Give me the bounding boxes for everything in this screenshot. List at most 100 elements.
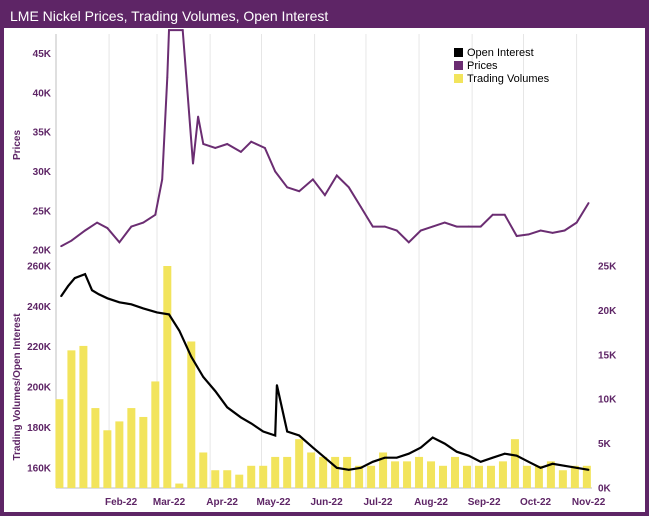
volume-bar bbox=[343, 456, 352, 488]
price-tick-label: 25K bbox=[33, 206, 52, 217]
open-interest-point bbox=[84, 273, 87, 275]
volume-bar bbox=[211, 470, 220, 488]
price-point bbox=[202, 143, 205, 145]
volume-bar bbox=[151, 381, 160, 488]
open-interest-point bbox=[455, 450, 458, 453]
price-point bbox=[181, 29, 184, 31]
price-point bbox=[551, 231, 554, 234]
open-interest-point bbox=[240, 416, 242, 419]
open-interest-tick-label: 180K bbox=[27, 423, 52, 434]
open-interest-point bbox=[214, 390, 217, 393]
open-interest-point bbox=[276, 384, 278, 386]
open-interest-point bbox=[226, 406, 229, 409]
volume-bar bbox=[175, 483, 184, 488]
price-point bbox=[70, 239, 73, 242]
open-interest-point bbox=[395, 456, 398, 459]
open-interest-point bbox=[67, 285, 69, 288]
volume-bar bbox=[427, 461, 436, 488]
price-point bbox=[407, 241, 410, 244]
price-point bbox=[142, 221, 145, 224]
price-tick-label: 20K bbox=[33, 246, 52, 257]
open-interest-point bbox=[142, 307, 145, 310]
price-point bbox=[250, 140, 253, 143]
volume-bar bbox=[570, 465, 579, 488]
price-point bbox=[479, 225, 482, 228]
price-point bbox=[264, 147, 266, 149]
price-point bbox=[298, 190, 301, 193]
open-interest-point bbox=[274, 434, 277, 437]
volume-bar bbox=[355, 465, 364, 488]
open-interest-point bbox=[419, 446, 422, 449]
open-interest-point bbox=[130, 303, 133, 306]
volume-bar bbox=[403, 461, 412, 488]
open-interest-point bbox=[551, 462, 554, 465]
volume-bar bbox=[307, 452, 316, 488]
open-interest-point bbox=[168, 313, 170, 316]
volume-bar bbox=[79, 345, 88, 488]
open-interest-point bbox=[371, 460, 374, 463]
x-tick-label: Oct-22 bbox=[520, 497, 552, 508]
open-interest-point bbox=[383, 456, 386, 459]
price-point bbox=[161, 178, 164, 181]
volume-bar bbox=[534, 465, 543, 488]
price-point bbox=[214, 147, 217, 149]
volume-bar bbox=[439, 465, 448, 488]
price-point bbox=[539, 229, 542, 232]
price-point bbox=[335, 174, 338, 177]
open-interest-point bbox=[323, 456, 326, 459]
price-tick-label: 35K bbox=[33, 128, 52, 139]
x-tick-label: Sep-22 bbox=[468, 497, 501, 508]
price-point bbox=[286, 186, 289, 189]
volume-bar bbox=[331, 456, 340, 488]
open-interest-tick-label: 220K bbox=[27, 342, 52, 353]
open-interest-series-points bbox=[60, 273, 590, 471]
volume-axis-title: Trading Volumes/Open Interest bbox=[12, 313, 23, 461]
volume-bar bbox=[510, 439, 519, 488]
volume-bar bbox=[55, 399, 64, 488]
open-interest-point bbox=[539, 466, 542, 469]
price-point bbox=[347, 186, 350, 189]
volume-bar bbox=[67, 350, 76, 488]
volume-bar bbox=[115, 421, 124, 488]
open-interest-point bbox=[91, 289, 93, 292]
open-interest-point bbox=[479, 460, 482, 463]
open-interest-series-line bbox=[60, 272, 589, 471]
volume-bar bbox=[546, 461, 555, 488]
volume-bar bbox=[295, 439, 304, 488]
price-point bbox=[323, 194, 326, 197]
legend-label: Trading Volumes bbox=[467, 73, 550, 85]
volume-tick-label: 0K bbox=[598, 484, 612, 495]
open-interest-point bbox=[156, 311, 158, 314]
price-point bbox=[587, 202, 590, 204]
open-interest-point bbox=[515, 454, 518, 457]
price-point bbox=[383, 225, 386, 228]
open-interest-point bbox=[73, 277, 76, 280]
price-point bbox=[154, 213, 157, 216]
legend-label: Open Interest bbox=[467, 47, 534, 59]
volume-bar bbox=[199, 452, 208, 488]
price-point bbox=[359, 206, 362, 208]
volume-bar bbox=[271, 456, 280, 488]
volume-bar bbox=[558, 470, 567, 488]
open-interest-point bbox=[347, 468, 350, 471]
price-point bbox=[455, 225, 458, 228]
price-point bbox=[563, 229, 566, 232]
trading-volume-bars bbox=[55, 266, 591, 488]
price-point bbox=[130, 225, 133, 228]
price-point bbox=[240, 150, 242, 153]
price-point bbox=[491, 213, 494, 216]
open-interest-point bbox=[262, 430, 265, 433]
open-interest-point bbox=[563, 464, 566, 467]
open-interest-point bbox=[359, 466, 362, 469]
open-interest-point bbox=[286, 430, 289, 433]
grid-lines bbox=[55, 34, 592, 489]
price-point bbox=[443, 221, 446, 224]
x-tick-label: Apr-22 bbox=[206, 497, 238, 508]
volume-bar bbox=[127, 408, 136, 488]
x-tick-label: May-22 bbox=[257, 497, 291, 508]
x-tick-label: Jul-22 bbox=[364, 497, 393, 508]
open-interest-point bbox=[587, 468, 590, 471]
price-point bbox=[515, 235, 518, 237]
